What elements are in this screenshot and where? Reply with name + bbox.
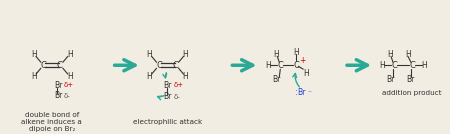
Text: H: H — [67, 50, 73, 59]
Text: C: C — [157, 61, 162, 70]
Text: Br: Br — [54, 81, 62, 90]
Text: H: H — [303, 69, 309, 78]
Text: C: C — [57, 61, 63, 70]
Text: H: H — [147, 72, 153, 81]
Text: Br: Br — [297, 88, 306, 97]
Text: :: : — [295, 88, 297, 97]
Text: H: H — [379, 61, 385, 70]
Text: electrophilic attack: electrophilic attack — [133, 119, 202, 125]
FancyArrowPatch shape — [163, 73, 166, 78]
Text: Br: Br — [406, 75, 414, 84]
Text: H: H — [183, 72, 189, 81]
Text: double bond of
alkene induces a
dipole on Br₂: double bond of alkene induces a dipole o… — [22, 112, 82, 132]
Text: H: H — [183, 50, 189, 59]
Text: Br: Br — [54, 91, 62, 100]
Text: H: H — [405, 50, 411, 59]
Text: ⁻: ⁻ — [307, 88, 311, 97]
Text: H: H — [31, 72, 37, 81]
Text: H: H — [266, 61, 271, 70]
Text: H: H — [293, 48, 299, 57]
Text: Br: Br — [164, 81, 172, 90]
Text: H: H — [421, 61, 427, 70]
Text: Br: Br — [164, 92, 172, 101]
Text: H: H — [387, 50, 393, 59]
Text: δ-: δ- — [174, 94, 180, 100]
Text: C: C — [409, 61, 415, 70]
Text: C: C — [391, 61, 397, 70]
Text: H: H — [67, 72, 73, 81]
Text: C: C — [41, 61, 47, 70]
Text: δ+: δ+ — [174, 82, 184, 88]
Text: δ-: δ- — [64, 93, 71, 99]
Text: C: C — [293, 61, 299, 70]
Text: C: C — [277, 61, 283, 70]
Text: C: C — [173, 61, 179, 70]
FancyArrowPatch shape — [292, 73, 299, 87]
Text: Br: Br — [272, 75, 280, 84]
Text: H: H — [31, 50, 37, 59]
Text: addition product: addition product — [382, 90, 442, 96]
Text: H: H — [274, 50, 279, 59]
Text: Br: Br — [386, 75, 394, 84]
FancyArrowPatch shape — [158, 95, 164, 100]
Text: H: H — [147, 50, 153, 59]
Text: +: + — [299, 56, 306, 65]
Text: δ+: δ+ — [64, 82, 74, 88]
